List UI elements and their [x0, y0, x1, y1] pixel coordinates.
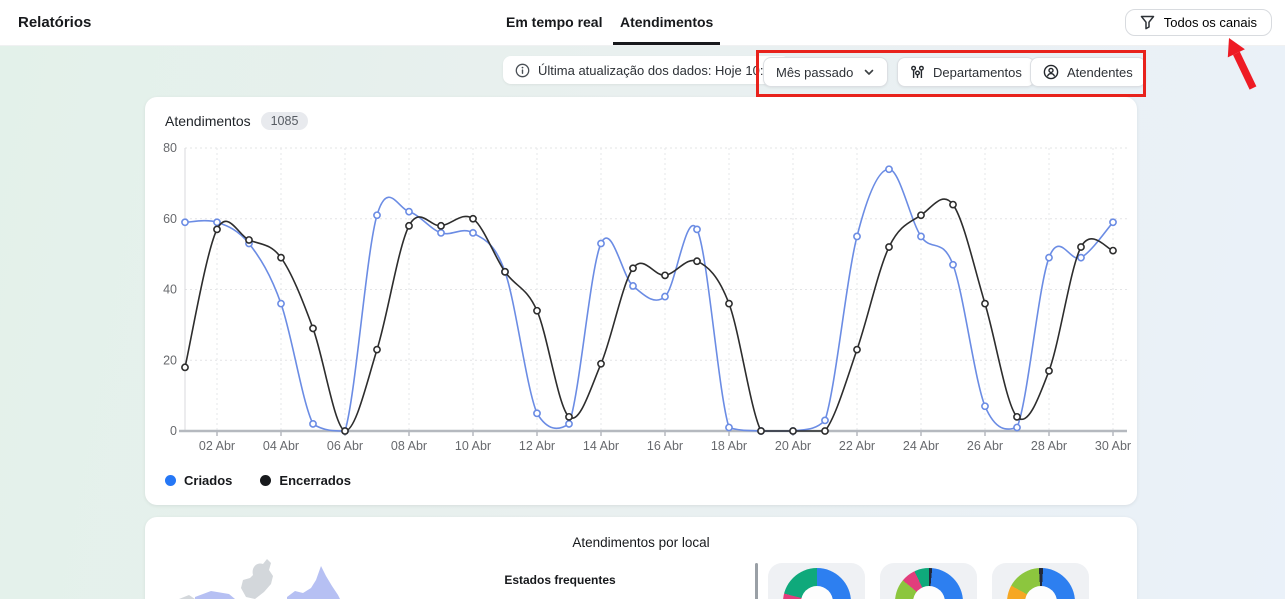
encerrados-dot: [260, 475, 272, 486]
legend-item-encerrados[interactable]: Encerrados: [260, 473, 351, 488]
svg-text:0: 0: [170, 424, 177, 438]
info-icon: [515, 63, 530, 78]
donut-chart-2: [894, 568, 963, 599]
period-select[interactable]: Mês passado: [763, 57, 888, 87]
svg-text:10 Abr: 10 Abr: [455, 439, 491, 453]
brazil-map[interactable]: [165, 553, 395, 599]
states-frequent-header: Estados frequentes: [504, 573, 616, 587]
channels-filter-label: Todos os canais: [1163, 15, 1257, 30]
atendimentos-card-header: Atendimentos 1085: [145, 97, 1137, 130]
map-state-highlight[interactable]: [287, 566, 341, 599]
map-state-highlight-small[interactable]: [195, 591, 235, 599]
svg-text:12 Abr: 12 Abr: [519, 439, 555, 453]
svg-text:30 Abr: 30 Abr: [1095, 439, 1131, 453]
agents-label: Atendentes: [1067, 64, 1133, 80]
tab-em-tempo-real[interactable]: Em tempo real: [506, 14, 603, 30]
agents-button[interactable]: Atendentes: [1030, 57, 1146, 87]
map-state-gray[interactable]: [241, 559, 273, 599]
donut-chart-1: [782, 568, 851, 599]
page-title: Relatórios: [18, 14, 92, 31]
svg-text:80: 80: [163, 141, 177, 155]
criados-label: Criados: [184, 473, 233, 488]
chevron-down-icon: [863, 66, 875, 78]
vertical-divider: [755, 563, 758, 599]
agent-person-icon: [1043, 64, 1059, 80]
atendimentos-card: Atendimentos 1085 0 20 40 60 80 02 Abr 04 Abr 0…: [145, 97, 1137, 505]
donut-tile-2[interactable]: [880, 563, 977, 599]
svg-text:20 Abr: 20 Abr: [775, 439, 811, 453]
tab-atendimentos[interactable]: Atendimentos: [613, 0, 721, 45]
channels-filter-button[interactable]: Todos os canais: [1124, 9, 1272, 36]
legend-item-criados[interactable]: Criados: [165, 473, 232, 488]
map-state-gray-small[interactable]: [179, 595, 195, 599]
chart-legend: Criados Encerrados: [165, 473, 351, 488]
svg-text:22 Abr: 22 Abr: [839, 439, 875, 453]
atendimentos-por-local-card: Atendimentos por local Estados frequente…: [145, 517, 1137, 599]
atendimentos-card-title: Atendimentos: [165, 113, 251, 129]
donut-tile-3[interactable]: [992, 563, 1089, 599]
departments-label: Departamentos: [933, 64, 1022, 80]
svg-text:26 Abr: 26 Abr: [967, 439, 1003, 453]
svg-text:28 Abr: 28 Abr: [1031, 439, 1067, 453]
svg-text:14 Abr: 14 Abr: [583, 439, 619, 453]
filter-funnel-icon: [1140, 15, 1155, 30]
atendimentos-line-chart[interactable]: 0 20 40 60 80 02 Abr 04 Abr 06 Abr 08 Abr 10 Abr 1…: [145, 135, 1137, 465]
top-bar: Relatórios Em tempo real Atendimentos To…: [0, 0, 1285, 46]
criados-dot: [165, 475, 176, 486]
encerrados-label: Encerrados: [279, 473, 351, 488]
departments-button[interactable]: Departamentos: [897, 57, 1035, 87]
svg-text:06 Abr: 06 Abr: [327, 439, 363, 453]
svg-text:08 Abr: 08 Abr: [391, 439, 427, 453]
svg-text:16 Abr: 16 Abr: [647, 439, 683, 453]
svg-text:24 Abr: 24 Abr: [903, 439, 939, 453]
total-count-badge: 1085: [260, 112, 309, 130]
svg-text:40: 40: [163, 283, 177, 297]
donut-chart-3: [1006, 568, 1075, 599]
svg-text:20: 20: [163, 353, 177, 367]
period-select-value: Mês passado: [776, 64, 854, 80]
svg-text:18 Abr: 18 Abr: [711, 439, 747, 453]
last-update-status: Última atualização dos dados: Hoje 10:03: [503, 56, 790, 84]
svg-text:60: 60: [163, 212, 177, 226]
svg-text:04 Abr: 04 Abr: [263, 439, 299, 453]
local-card-title: Atendimentos por local: [572, 535, 710, 550]
donut-tile-1[interactable]: [768, 563, 865, 599]
org-structure-icon: [910, 65, 925, 80]
svg-text:02 Abr: 02 Abr: [199, 439, 235, 453]
last-update-text: Última atualização dos dados: Hoje 10:03: [538, 62, 778, 78]
